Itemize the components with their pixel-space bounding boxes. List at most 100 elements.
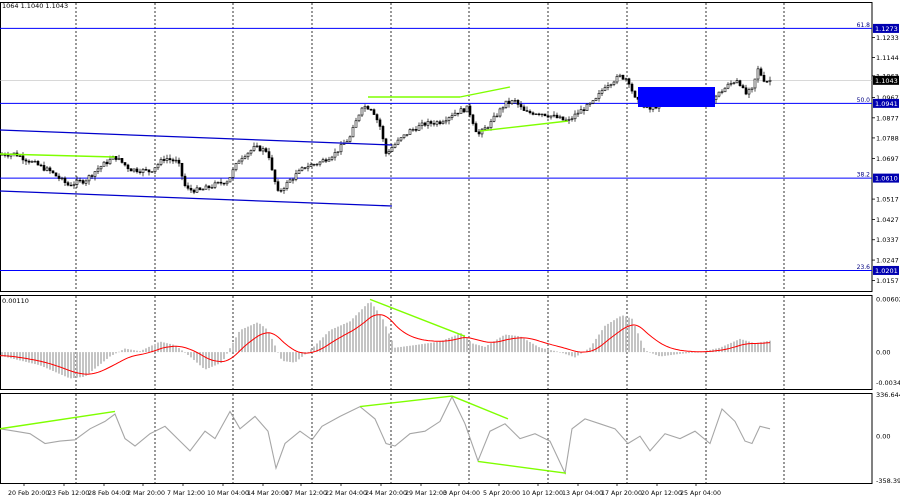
candle-body (102, 161, 106, 167)
candle-body (135, 168, 139, 173)
candle-body (624, 78, 628, 80)
price-tick-label: 1.0517 (876, 196, 899, 204)
candle-body (411, 129, 415, 131)
macd-bar (43, 352, 45, 368)
macd-bar (340, 325, 342, 353)
macd-bar (646, 351, 648, 353)
x-tick-label: 29 Mar 12:00 (405, 490, 447, 497)
candle-body (534, 113, 538, 116)
candle-body (456, 112, 460, 115)
macd-bar (508, 335, 510, 353)
macd-bar (505, 334, 507, 353)
candle-body (426, 121, 430, 126)
candle-body (120, 158, 124, 163)
candle-body (294, 173, 298, 180)
macd-bar (142, 349, 144, 353)
macd-bar (439, 341, 441, 353)
divergence-line-cci (359, 395, 453, 408)
macd-tick-label: 0.00 (876, 349, 890, 357)
candle-body (69, 184, 73, 187)
macd-bar (262, 326, 264, 353)
candle-body (717, 91, 721, 97)
macd-bar (484, 346, 486, 353)
fib-level-percent: 23.6 (857, 264, 871, 271)
x-tick-label: 24 Mar 20:00 (365, 490, 407, 497)
candle-body (45, 167, 49, 171)
candle-body (27, 160, 31, 163)
candle-body (357, 114, 361, 122)
macd-bar (115, 352, 117, 354)
macd-bar (754, 343, 756, 353)
x-tick-label: 22 Mar 04:00 (325, 490, 367, 497)
candle-body (393, 143, 397, 148)
candle-body (441, 121, 445, 124)
supply-zone-box (638, 87, 715, 107)
macd-bar (496, 339, 498, 353)
candle-body (633, 90, 637, 98)
candle-body (90, 175, 94, 177)
macd-bar (220, 352, 222, 364)
macd-bar (541, 348, 543, 353)
channel-lower-line (0, 190, 393, 207)
macd-bar (688, 352, 690, 354)
macd-bar (211, 352, 213, 367)
candle-body (264, 148, 268, 152)
macd-bar (244, 327, 246, 353)
candle-body (366, 106, 370, 110)
macd-bar (442, 340, 444, 353)
candle-body (510, 100, 514, 104)
candle-body (390, 147, 394, 152)
candle-body (369, 108, 373, 111)
macd-bar (37, 352, 39, 365)
macd-bar (352, 318, 354, 353)
macd-bar (97, 352, 99, 367)
candle-body (213, 182, 217, 188)
macd-bar (544, 348, 546, 353)
macd-bar (136, 350, 138, 353)
macd-bar (445, 339, 447, 353)
price-tick-label: 1.1233 (876, 34, 899, 42)
fib-level-price: 1.1273 (875, 25, 898, 33)
candle-body (72, 184, 76, 186)
macd-bar (190, 352, 192, 358)
x-tick-label: 14 Mar 20:00 (247, 490, 289, 497)
macd-bar (670, 352, 672, 356)
candle-body (405, 134, 409, 136)
macd-bar (769, 340, 771, 353)
candle-body (132, 168, 136, 172)
candle-body (351, 127, 355, 138)
macd-bar (562, 352, 564, 354)
macd-bar (529, 342, 531, 353)
macd-bar (616, 318, 618, 353)
macd-bar (589, 347, 591, 353)
candle-body (261, 148, 265, 152)
candle-body (546, 115, 550, 118)
macd-bar (565, 352, 567, 355)
macd-bar (415, 344, 417, 353)
candle-body (504, 100, 508, 108)
macd-bar (307, 351, 309, 353)
macd-bar (517, 336, 519, 353)
macd-bar (394, 347, 396, 353)
macd-bar (682, 352, 684, 354)
macd-bar (523, 338, 525, 353)
macd-bar (10, 352, 12, 359)
x-tick-label: 7 Mar 12:00 (167, 490, 205, 497)
macd-bar (454, 335, 456, 353)
macd-bar (640, 340, 642, 353)
candle-body (231, 169, 235, 178)
candle-body (621, 74, 625, 80)
candle-body (492, 115, 496, 122)
candle-body (627, 78, 631, 85)
macd-bar (376, 310, 378, 353)
macd-bar (112, 352, 114, 355)
macd-bar (745, 340, 747, 353)
candle-body (522, 106, 526, 111)
candle-body (519, 104, 523, 108)
candle-body (501, 107, 505, 110)
candle-body (408, 129, 412, 135)
divergence-line-price (479, 120, 569, 132)
macd-bar (169, 343, 171, 353)
macd-bar (205, 352, 207, 370)
fib-level-price: 1.0610 (875, 175, 898, 183)
